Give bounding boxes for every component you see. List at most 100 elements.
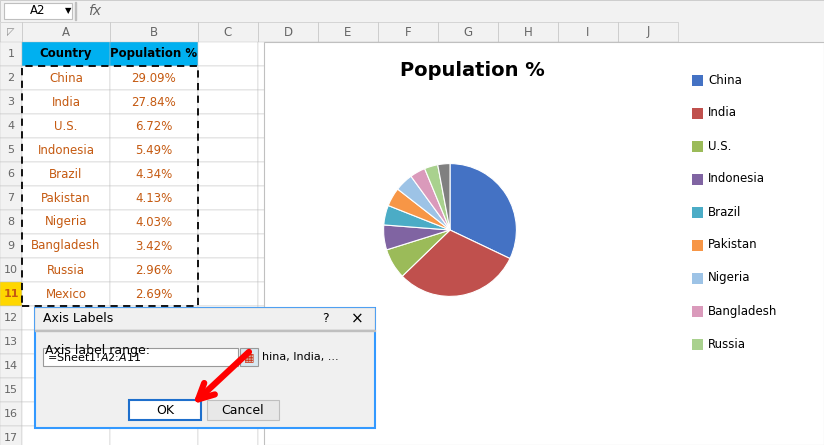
Text: U.S.: U.S. (708, 139, 732, 153)
Text: Axis label range:: Axis label range: (45, 344, 150, 357)
Bar (378, 138, 438, 162)
Bar (498, 90, 558, 114)
Bar (618, 138, 678, 162)
Text: India: India (708, 106, 737, 120)
Bar (558, 330, 618, 354)
Text: India: India (51, 96, 81, 109)
Text: 29.09%: 29.09% (132, 72, 176, 85)
Text: China: China (708, 73, 742, 86)
Bar (258, 306, 318, 330)
Text: U.S.: U.S. (54, 120, 77, 133)
Bar (198, 66, 258, 90)
Bar (618, 234, 678, 258)
Text: F: F (405, 25, 411, 39)
Bar (318, 282, 378, 306)
Bar (438, 402, 498, 426)
Text: hina, India, ...: hina, India, ... (262, 352, 339, 362)
Bar (498, 66, 558, 90)
Bar (378, 210, 438, 234)
Bar (692, 339, 703, 349)
Bar (318, 42, 378, 66)
Text: Bangladesh: Bangladesh (31, 239, 101, 252)
Bar (558, 378, 618, 402)
Text: 7: 7 (7, 193, 15, 203)
Bar (318, 114, 378, 138)
Text: 3: 3 (7, 97, 15, 107)
Text: B: B (150, 25, 158, 39)
Bar (258, 162, 318, 186)
Bar (0, 162, 22, 186)
Bar (318, 186, 378, 210)
Text: Cancel: Cancel (222, 404, 265, 417)
Text: 10: 10 (4, 265, 18, 275)
Bar (318, 22, 378, 42)
Text: 4.13%: 4.13% (135, 191, 172, 205)
Bar (198, 90, 258, 114)
Bar (22, 258, 110, 282)
Text: ▼: ▼ (65, 7, 71, 16)
Bar (258, 282, 318, 306)
Bar (258, 210, 318, 234)
Bar (258, 90, 318, 114)
Bar (110, 186, 198, 210)
Bar (618, 378, 678, 402)
Bar (22, 22, 110, 42)
Bar (378, 42, 438, 66)
Bar (0, 138, 22, 162)
Bar (4, 3, 72, 19)
Bar (110, 42, 198, 66)
Bar (618, 22, 678, 42)
Wedge shape (438, 164, 450, 230)
Text: 5: 5 (7, 145, 15, 155)
Bar (198, 402, 258, 426)
Bar (558, 114, 618, 138)
Bar (318, 234, 378, 258)
Bar (558, 22, 618, 42)
Text: A: A (62, 25, 70, 39)
Text: E: E (344, 25, 352, 39)
Text: D: D (283, 25, 293, 39)
Bar (318, 378, 378, 402)
Bar (618, 90, 678, 114)
Text: =Sheet1!$A$2:$A$11: =Sheet1!$A$2:$A$11 (47, 351, 141, 363)
Bar (692, 141, 703, 151)
Bar (438, 330, 498, 354)
Bar (438, 426, 498, 445)
Text: fx: fx (88, 4, 101, 18)
Bar (618, 402, 678, 426)
Bar (498, 330, 558, 354)
Bar (129, 400, 201, 420)
Text: 17: 17 (4, 433, 18, 443)
Text: Brazil: Brazil (49, 167, 82, 181)
Bar (22, 114, 110, 138)
Bar (438, 258, 498, 282)
Bar (22, 162, 110, 186)
Bar (318, 426, 378, 445)
Bar (378, 114, 438, 138)
Wedge shape (388, 189, 450, 230)
Bar (378, 234, 438, 258)
Bar (110, 114, 198, 138)
Bar (35, 330, 375, 331)
Bar (692, 74, 703, 85)
Text: 27.84%: 27.84% (132, 96, 176, 109)
Bar (378, 330, 438, 354)
Bar (207, 400, 279, 420)
Bar (498, 258, 558, 282)
Text: Country: Country (40, 48, 92, 61)
Bar (0, 330, 22, 354)
Bar (0, 0, 824, 22)
Bar (258, 22, 318, 42)
Bar (438, 282, 498, 306)
Bar (198, 282, 258, 306)
Bar (198, 234, 258, 258)
Bar (198, 354, 258, 378)
Bar (0, 354, 22, 378)
Text: Bangladesh: Bangladesh (708, 304, 777, 317)
Bar (378, 306, 438, 330)
Bar (378, 186, 438, 210)
Bar (22, 210, 110, 234)
Bar (198, 22, 258, 42)
Bar (110, 330, 198, 354)
Bar (558, 162, 618, 186)
